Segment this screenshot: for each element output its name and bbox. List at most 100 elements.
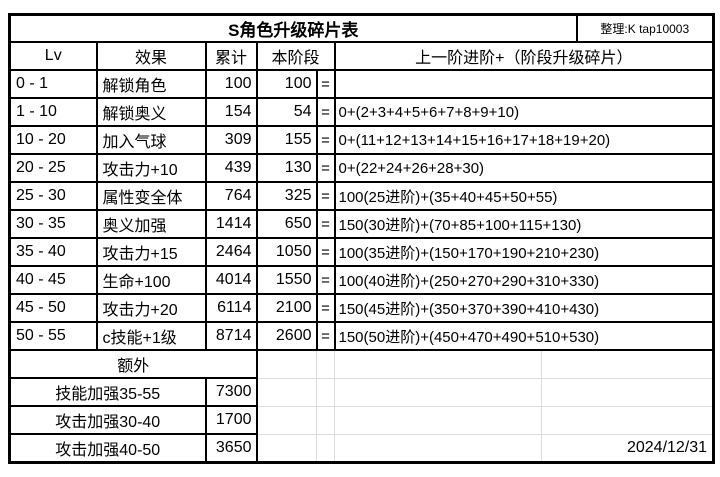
col-header-stage: 本阶段 bbox=[255, 41, 336, 71]
header-row: Lv 效果 累计 本阶段 上一阶进阶+（阶段升级碎片） bbox=[8, 41, 715, 71]
empty-cell bbox=[256, 433, 317, 463]
row-lv: 50 - 55 bbox=[8, 321, 98, 351]
row-effect: 解锁奥义 bbox=[95, 97, 207, 127]
row-formula: 150(50进阶)+(450+470+490+510+530) bbox=[333, 321, 715, 351]
row-total: 1414 bbox=[204, 209, 258, 239]
empty-cell bbox=[316, 349, 335, 379]
row-lv: 35 - 40 bbox=[8, 237, 98, 267]
equals-sign: = bbox=[315, 237, 336, 267]
col-header-formula: 上一阶进阶+（阶段升级碎片） bbox=[333, 41, 715, 71]
equals-sign: = bbox=[315, 153, 336, 183]
row-formula: 100(25进阶)+(35+40+45+50+55) bbox=[333, 181, 715, 211]
table-row: 30 - 35 奥义加强 1414 650 = 150(30进阶)+(70+85… bbox=[8, 209, 715, 239]
row-formula: 150(45进阶)+(350+370+390+410+430) bbox=[333, 293, 715, 323]
row-stage: 1550 bbox=[255, 265, 318, 295]
equals-sign: = bbox=[315, 293, 336, 323]
equals-sign: = bbox=[315, 181, 336, 211]
equals-sign: = bbox=[315, 265, 336, 295]
col-header-lv: Lv bbox=[8, 41, 98, 71]
empty-cell bbox=[316, 377, 335, 407]
row-formula: 150(30进阶)+(70+85+100+115+130) bbox=[333, 209, 715, 239]
extra-section-title: 额外 bbox=[8, 349, 258, 379]
row-lv: 0 - 1 bbox=[8, 69, 98, 99]
empty-cell bbox=[334, 433, 542, 463]
row-stage: 1050 bbox=[255, 237, 318, 267]
table-row: 10 - 20 加入气球 309 155 = 0+(11+12+13+14+15… bbox=[8, 125, 715, 155]
row-stage: 100 bbox=[255, 69, 318, 99]
row-total: 2464 bbox=[204, 237, 258, 267]
row-effect: 解锁角色 bbox=[95, 69, 207, 99]
empty-cell bbox=[540, 349, 715, 379]
equals-sign: = bbox=[315, 321, 336, 351]
equals-sign: = bbox=[315, 125, 336, 155]
extra-row: 技能加强35-55 7300 bbox=[8, 377, 715, 407]
row-total: 8714 bbox=[204, 321, 258, 351]
row-formula: 100(40进阶)+(250+270+290+310+330) bbox=[333, 265, 715, 295]
row-stage: 2100 bbox=[255, 293, 318, 323]
row-effect: 攻击力+20 bbox=[95, 293, 207, 323]
empty-cell bbox=[540, 405, 715, 435]
row-total: 154 bbox=[204, 97, 258, 127]
row-stage: 2600 bbox=[255, 321, 318, 351]
date-label: 2024/12/31 bbox=[540, 433, 715, 463]
table-row: 20 - 25 攻击力+10 439 130 = 0+(22+24+26+28+… bbox=[8, 153, 715, 183]
equals-sign: = bbox=[315, 209, 336, 239]
row-effect: 生命+100 bbox=[95, 265, 207, 295]
extra-header-row: 额外 bbox=[8, 349, 715, 379]
empty-cell bbox=[316, 433, 335, 463]
extra-label: 技能加强35-55 bbox=[8, 377, 207, 407]
row-lv: 30 - 35 bbox=[8, 209, 98, 239]
extra-value: 3650 bbox=[204, 433, 258, 464]
table-row: 40 - 45 生命+100 4014 1550 = 100(40进阶)+(25… bbox=[8, 265, 715, 295]
page-title: S角色升级碎片表 bbox=[8, 13, 578, 43]
title-row: S角色升级碎片表 整理:K tap10003 bbox=[8, 13, 715, 43]
row-lv: 10 - 20 bbox=[8, 125, 98, 155]
row-effect: 加入气球 bbox=[95, 125, 207, 155]
table-row: 0 - 1 解锁角色 100 100 = bbox=[8, 69, 715, 99]
row-formula: 0+(22+24+26+28+30) bbox=[333, 153, 715, 183]
row-stage: 325 bbox=[255, 181, 318, 211]
extra-row: 攻击加强40-50 3650 2024/12/31 bbox=[8, 433, 715, 464]
empty-cell bbox=[256, 377, 317, 407]
empty-cell bbox=[334, 349, 542, 379]
row-lv: 1 - 10 bbox=[8, 97, 98, 127]
row-formula: 100(35进阶)+(150+170+190+210+230) bbox=[333, 237, 715, 267]
row-total: 764 bbox=[204, 181, 258, 211]
row-stage: 650 bbox=[255, 209, 318, 239]
row-effect: 攻击力+10 bbox=[95, 153, 207, 183]
extra-value: 7300 bbox=[204, 377, 258, 407]
row-effect: 奥义加强 bbox=[95, 209, 207, 239]
table-row: 1 - 10 解锁奥义 154 54 = 0+(2+3+4+5+6+7+8+9+… bbox=[8, 97, 715, 127]
empty-cell bbox=[316, 405, 335, 435]
col-header-effect: 效果 bbox=[95, 41, 207, 71]
equals-sign: = bbox=[315, 69, 336, 99]
row-formula: 0+(2+3+4+5+6+7+8+9+10) bbox=[333, 97, 715, 127]
row-stage: 54 bbox=[255, 97, 318, 127]
table-row: 45 - 50 攻击力+20 6114 2100 = 150(45进阶)+(35… bbox=[8, 293, 715, 323]
row-stage: 155 bbox=[255, 125, 318, 155]
extra-label: 攻击加强30-40 bbox=[8, 405, 207, 435]
row-total: 309 bbox=[204, 125, 258, 155]
equals-sign: = bbox=[315, 97, 336, 127]
row-effect: 攻击力+15 bbox=[95, 237, 207, 267]
table-row: 35 - 40 攻击力+15 2464 1050 = 100(35进阶)+(15… bbox=[8, 237, 715, 267]
row-effect: c技能+1级 bbox=[95, 321, 207, 351]
empty-cell bbox=[334, 377, 542, 407]
row-stage: 130 bbox=[255, 153, 318, 183]
row-lv: 40 - 45 bbox=[8, 265, 98, 295]
empty-cell bbox=[334, 405, 542, 435]
col-header-total: 累计 bbox=[204, 41, 258, 71]
row-total: 6114 bbox=[204, 293, 258, 323]
extra-value: 1700 bbox=[204, 405, 258, 435]
empty-cell bbox=[256, 405, 317, 435]
extra-row: 攻击加强30-40 1700 bbox=[8, 405, 715, 435]
extra-label: 攻击加强40-50 bbox=[8, 433, 207, 464]
row-lv: 45 - 50 bbox=[8, 293, 98, 323]
row-total: 100 bbox=[204, 69, 258, 99]
row-total: 439 bbox=[204, 153, 258, 183]
empty-cell bbox=[256, 349, 317, 379]
fragment-table: S角色升级碎片表 整理:K tap10003 Lv 效果 累计 本阶段 上一阶进… bbox=[8, 13, 716, 464]
row-lv: 25 - 30 bbox=[8, 181, 98, 211]
row-total: 4014 bbox=[204, 265, 258, 295]
